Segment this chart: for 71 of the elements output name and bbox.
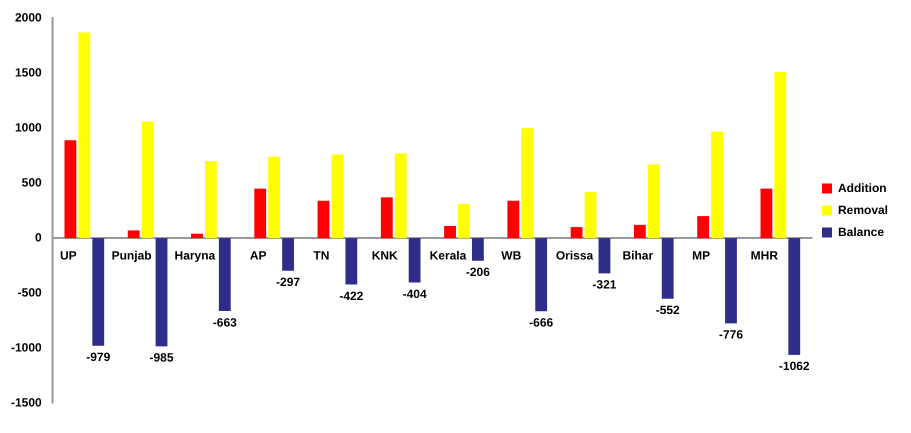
bar	[64, 140, 76, 238]
bar	[535, 238, 548, 312]
data-label: -985	[150, 350, 174, 365]
bar	[78, 32, 90, 238]
bar	[254, 188, 266, 238]
bar	[268, 156, 280, 238]
y-tick-label: 1500	[14, 65, 42, 80]
data-label: -206	[466, 265, 490, 280]
data-label: -404	[402, 286, 427, 301]
y-tick-label: 1000	[14, 120, 42, 134]
data-label: -321	[592, 278, 617, 292]
data-label: -422	[339, 288, 364, 303]
data-label: -979	[86, 350, 111, 364]
x-tick-label: UP	[60, 248, 77, 263]
y-tick-label: -1000	[10, 340, 42, 354]
bar	[662, 238, 674, 299]
bar	[394, 153, 407, 238]
bar	[332, 154, 344, 238]
bar	[570, 227, 583, 238]
data-label: -1062	[778, 359, 810, 374]
bar	[142, 122, 154, 238]
bar	[218, 238, 231, 311]
bar	[92, 238, 104, 346]
bar	[507, 200, 520, 238]
bar	[697, 216, 710, 238]
bar	[345, 238, 358, 284]
data-label: -666	[529, 316, 554, 330]
bar	[648, 164, 660, 238]
bar	[774, 72, 786, 238]
legend-label: Removal	[838, 202, 888, 217]
x-tick-label: Haryna	[174, 248, 216, 263]
bar	[408, 238, 421, 283]
y-tick-label: 0	[35, 230, 42, 244]
bar	[282, 238, 294, 271]
x-tick-label: AP	[250, 248, 266, 263]
legend-label: Balance	[838, 224, 884, 239]
y-tick-label: 500	[22, 175, 42, 190]
x-tick-label: MHR	[750, 248, 778, 263]
bar	[128, 230, 140, 238]
bar	[711, 131, 723, 238]
bar	[584, 192, 596, 238]
x-tick-label: Kerala	[430, 248, 467, 263]
bar	[634, 224, 646, 238]
y-tick-label: -1500	[10, 395, 42, 410]
bar	[598, 238, 610, 274]
data-label: -297	[276, 275, 300, 290]
x-tick-label: WB	[501, 248, 522, 263]
bar	[760, 188, 772, 238]
bar	[458, 204, 470, 238]
bar	[444, 226, 456, 238]
bar	[380, 197, 393, 238]
data-label: -552	[656, 303, 680, 318]
data-label: -776	[718, 328, 744, 342]
bar	[521, 128, 534, 238]
x-tick-label: Punjab	[112, 248, 152, 263]
y-tick-label: -500	[18, 285, 42, 300]
bar	[318, 200, 330, 238]
x-tick-label: Bihar	[622, 248, 654, 263]
bar	[191, 234, 203, 238]
x-tick-label: Orissa	[556, 248, 594, 263]
x-tick-label: KNK	[372, 248, 398, 263]
y-tick-label: 2000	[14, 10, 42, 25]
bar	[204, 161, 217, 238]
bar	[788, 238, 800, 355]
x-tick-label: MP	[692, 248, 710, 263]
bar	[725, 238, 737, 324]
legend-label: Addition	[838, 180, 887, 195]
x-tick-label: TN	[313, 248, 330, 263]
data-label: -663	[212, 315, 238, 330]
bar	[156, 238, 168, 346]
bar	[472, 238, 484, 261]
